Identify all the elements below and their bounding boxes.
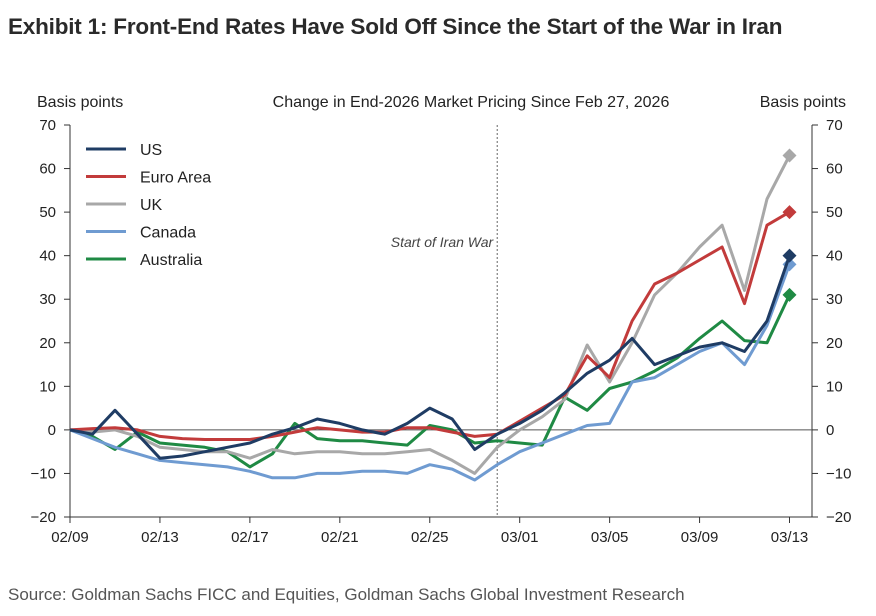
- y-tick-label-left: 60: [39, 161, 56, 178]
- y-tick-label-left: 40: [39, 248, 56, 265]
- series-line-canada: [69, 263, 791, 482]
- source-note: Source: Goldman Sachs FICC and Equities,…: [8, 585, 685, 604]
- y-tick-label-right: −10: [826, 465, 851, 482]
- y-tick-label-left: −10: [31, 465, 56, 482]
- y-axis-label-left: Basis points: [37, 94, 123, 111]
- legend-label: Australia: [140, 252, 202, 269]
- x-tick-label: 02/17: [231, 529, 269, 546]
- x-tick-label: 03/13: [771, 529, 809, 546]
- y-tick-label-left: −20: [31, 509, 56, 526]
- exhibit-title: Exhibit 1: Front-End Rates Have Sold Off…: [8, 14, 783, 39]
- line-chart: Change in End-2026 Market Pricing Since …: [31, 94, 852, 546]
- end-marker-australia: [782, 287, 797, 302]
- legend-label: Euro Area: [140, 170, 211, 187]
- end-marker-us: [782, 248, 797, 263]
- y-tick-label-left: 20: [39, 335, 56, 352]
- y-tick-label-left: 70: [39, 117, 56, 134]
- y-tick-label-right: 20: [826, 335, 843, 352]
- y-tick-label-right: 0: [826, 422, 834, 439]
- y-tick-label-right: 50: [826, 204, 843, 221]
- event-line-label: Start of Iran War: [391, 234, 495, 250]
- end-marker-euro-area: [782, 205, 797, 220]
- y-tick-label-left: 30: [39, 291, 56, 308]
- x-tick-label: 03/09: [681, 529, 719, 546]
- x-tick-label: 02/09: [51, 529, 89, 546]
- series-line-australia: [69, 294, 791, 469]
- legend-label: Canada: [140, 225, 196, 242]
- axes-group: Change in End-2026 Market Pricing Since …: [31, 94, 852, 546]
- y-tick-label-right: 70: [826, 117, 843, 134]
- series-line-euro-area: [69, 210, 791, 441]
- series-group: [69, 148, 797, 482]
- chart-title: Change in End-2026 Market Pricing Since …: [273, 94, 670, 111]
- y-tick-label-left: 10: [39, 378, 56, 395]
- x-tick-label: 02/25: [411, 529, 449, 546]
- y-axis-label-right: Basis points: [760, 94, 846, 111]
- x-tick-label: 02/21: [321, 529, 359, 546]
- y-tick-label-left: 0: [48, 422, 56, 439]
- y-tick-label-right: 30: [826, 291, 843, 308]
- y-tick-label-right: 60: [826, 161, 843, 178]
- legend-label: UK: [140, 197, 163, 214]
- y-tick-label-left: 50: [39, 204, 56, 221]
- x-tick-label: 03/01: [501, 529, 539, 546]
- y-tick-label-right: −20: [826, 509, 851, 526]
- end-marker-uk: [782, 148, 797, 163]
- legend: US Euro Area UK Canada Australia: [86, 142, 211, 269]
- x-tick-label: 03/05: [591, 529, 629, 546]
- series-line-uk: [69, 154, 791, 475]
- legend-label: US: [140, 142, 162, 159]
- series-line-us: [69, 255, 791, 460]
- x-tick-label: 02/13: [141, 529, 179, 546]
- y-tick-label-right: 10: [826, 378, 843, 395]
- y-tick-label-right: 40: [826, 248, 843, 265]
